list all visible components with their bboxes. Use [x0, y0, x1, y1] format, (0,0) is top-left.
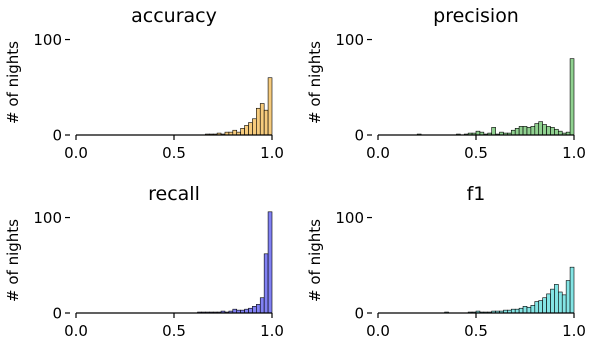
chart-title: f1: [467, 183, 486, 205]
x-tick-label: 0.5: [162, 144, 186, 162]
histogram-bar: [538, 121, 543, 136]
y-tick-label: 0: [52, 127, 62, 145]
histogram-bar: [538, 300, 543, 314]
x-tick-label: 0.5: [162, 322, 186, 340]
histogram-bar: [263, 253, 269, 314]
histogram-bar: [510, 129, 516, 136]
histogram-bar: [518, 307, 524, 314]
x-tick-label: 0.5: [464, 322, 488, 340]
x-tick-label: 0.0: [366, 144, 390, 162]
histogram-bar: [526, 127, 532, 136]
y-axis-label: # of nights: [306, 219, 324, 302]
histogram-bar: [546, 126, 551, 136]
x-tick-label: 0.0: [366, 322, 390, 340]
histogram-bar: [554, 128, 559, 136]
y-axis-label: # of nights: [4, 41, 22, 124]
y-axis-label: # of nights: [306, 41, 324, 124]
histogram-bar: [240, 128, 245, 136]
y-tick-label: 100: [33, 209, 62, 227]
y-tick-label: 100: [335, 209, 364, 227]
histogram-bar: [252, 118, 257, 136]
chart-panel-accuracy: 0.0 0.5 1.0 0 100 accuracy # of nights: [4, 5, 284, 162]
x-tick-label: 1.0: [260, 144, 284, 162]
histogram-bar: [530, 305, 536, 314]
histogram-bar: [522, 306, 528, 314]
y-tick-label: 0: [52, 305, 62, 323]
histogram-bar: [267, 211, 273, 314]
histogram-bar: [522, 126, 528, 136]
histogram-bar: [248, 307, 253, 314]
y-tick-label: 100: [335, 31, 364, 49]
x-tick-label: 1.0: [562, 144, 586, 162]
histogram-bar: [554, 284, 559, 314]
histogram-bar: [514, 128, 520, 136]
histogram-bar: [569, 266, 575, 314]
histogram-bar: [534, 301, 540, 314]
histogram-bar: [267, 77, 273, 136]
x-tick-label: 0.5: [464, 144, 488, 162]
histogram-bar: [259, 297, 265, 314]
x-tick-label: 1.0: [562, 322, 586, 340]
x-tick-label: 0.0: [64, 322, 88, 340]
histogram-bar: [542, 297, 547, 314]
histogram-bar: [256, 107, 261, 136]
histogram-bar: [561, 294, 567, 314]
y-axis-label: # of nights: [4, 219, 22, 302]
histogram-bar: [263, 109, 269, 136]
y-tick-label: 0: [354, 305, 364, 323]
histogram-bar: [565, 280, 571, 314]
chart-title: recall: [148, 183, 200, 205]
histogram-bar: [256, 304, 261, 314]
y-tick-label: 0: [354, 127, 364, 145]
x-tick-label: 0.0: [64, 144, 88, 162]
chart-panel-f1: 0.0 0.5 1.0 0 100 f1 # of nights: [306, 183, 586, 340]
histogram-bar: [558, 291, 563, 314]
chart-title: precision: [433, 5, 519, 27]
histogram-bar: [546, 293, 551, 314]
histogram-bar: [259, 103, 265, 136]
histogram-bar: [534, 123, 540, 136]
y-tick-label: 100: [33, 31, 62, 49]
histogram-bar: [518, 126, 524, 136]
histogram-bar: [252, 306, 257, 314]
x-tick-label: 1.0: [260, 322, 284, 340]
histogram-bar: [232, 129, 238, 136]
histogram-bar: [550, 127, 555, 136]
histogram-bar: [542, 124, 547, 136]
chart-panel-precision: 0.0 0.5 1.0 0 100 precision # of nights: [306, 5, 586, 162]
histogram-bar: [550, 288, 555, 314]
chart-panel-recall: 0.0 0.5 1.0 0 100 recall # of nights: [4, 183, 284, 340]
histogram-bar: [526, 306, 532, 314]
histogram-bar: [530, 126, 536, 136]
histogram-bar: [569, 58, 575, 136]
histogram-bar: [491, 127, 496, 136]
histogram-bar: [244, 125, 249, 136]
histogram-bar: [248, 122, 253, 136]
chart-title: accuracy: [131, 5, 217, 27]
